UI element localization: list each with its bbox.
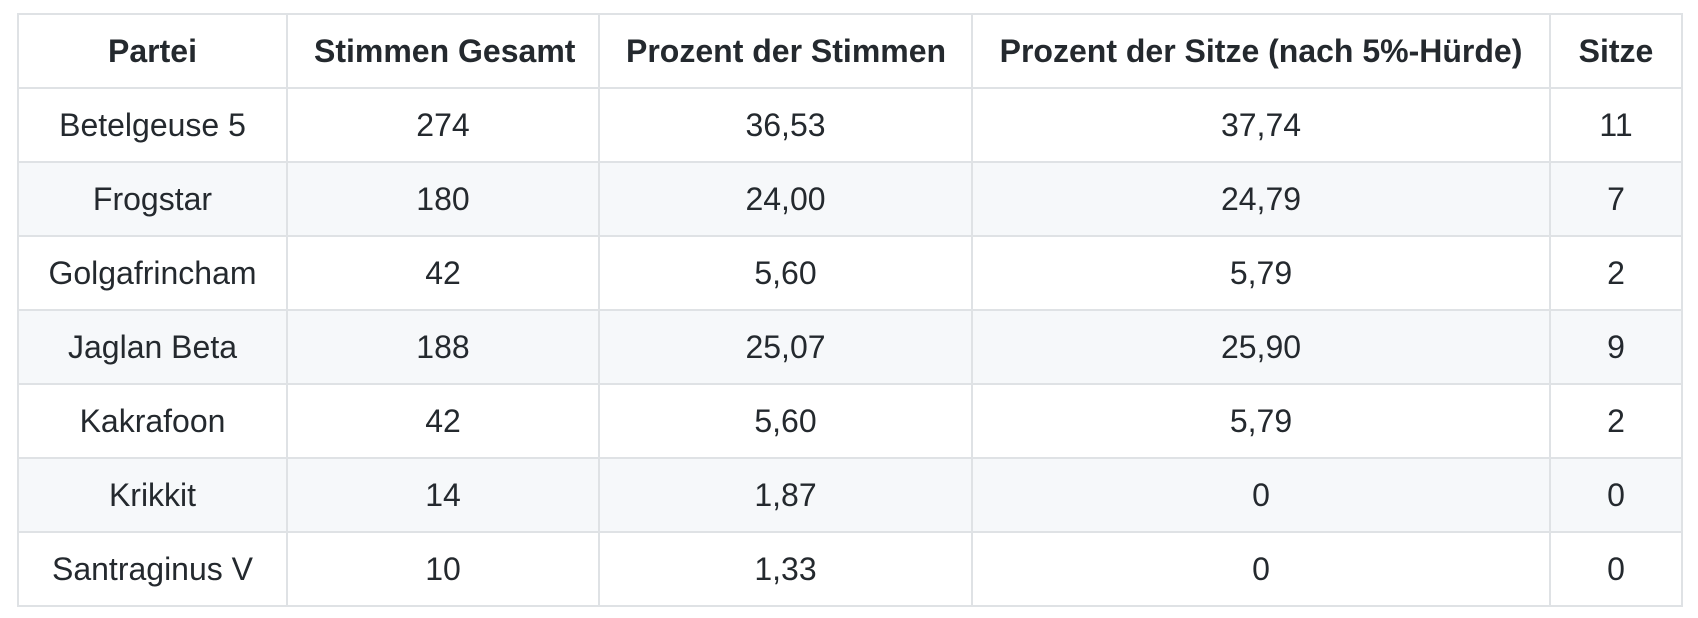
cell-partei: Golgafrincham	[17, 235, 288, 311]
cell-sitze: 9	[1549, 309, 1683, 385]
table-row: Santraginus V 10 1,33 0 0	[17, 531, 1683, 607]
cell-sitze: 0	[1549, 531, 1683, 607]
cell-stimmen-gesamt: 180	[286, 161, 600, 237]
table-row: Jaglan Beta 188 25,07 25,90 9	[17, 309, 1683, 385]
table-row: Frogstar 180 24,00 24,79 7	[17, 161, 1683, 237]
cell-stimmen-gesamt: 14	[286, 457, 600, 533]
header-row: Partei Stimmen Gesamt Prozent der Stimme…	[17, 13, 1683, 89]
election-results-table-container: Partei Stimmen Gesamt Prozent der Stimme…	[17, 13, 1683, 607]
cell-prozent-der-sitze: 24,79	[971, 161, 1551, 237]
cell-sitze: 2	[1549, 235, 1683, 311]
cell-prozent-der-sitze: 37,74	[971, 87, 1551, 163]
cell-prozent-der-stimmen: 24,00	[598, 161, 973, 237]
column-header-sitze: Sitze	[1549, 13, 1683, 89]
election-results-table: Partei Stimmen Gesamt Prozent der Stimme…	[17, 13, 1683, 607]
cell-stimmen-gesamt: 274	[286, 87, 600, 163]
cell-prozent-der-stimmen: 5,60	[598, 383, 973, 459]
column-header-partei: Partei	[17, 13, 288, 89]
cell-prozent-der-stimmen: 5,60	[598, 235, 973, 311]
cell-prozent-der-sitze: 25,90	[971, 309, 1551, 385]
column-header-prozent-der-sitze: Prozent der Sitze (nach 5%-Hürde)	[971, 13, 1551, 89]
column-header-prozent-der-stimmen: Prozent der Stimmen	[598, 13, 973, 89]
table-row: Krikkit 14 1,87 0 0	[17, 457, 1683, 533]
cell-sitze: 7	[1549, 161, 1683, 237]
cell-stimmen-gesamt: 42	[286, 383, 600, 459]
cell-prozent-der-sitze: 5,79	[971, 383, 1551, 459]
cell-sitze: 11	[1549, 87, 1683, 163]
cell-partei: Jaglan Beta	[17, 309, 288, 385]
table-row: Golgafrincham 42 5,60 5,79 2	[17, 235, 1683, 311]
cell-stimmen-gesamt: 10	[286, 531, 600, 607]
cell-partei: Kakrafoon	[17, 383, 288, 459]
cell-stimmen-gesamt: 42	[286, 235, 600, 311]
cell-prozent-der-stimmen: 25,07	[598, 309, 973, 385]
column-header-stimmen-gesamt: Stimmen Gesamt	[286, 13, 600, 89]
table-header: Partei Stimmen Gesamt Prozent der Stimme…	[17, 13, 1683, 89]
cell-partei: Santraginus V	[17, 531, 288, 607]
cell-prozent-der-stimmen: 1,33	[598, 531, 973, 607]
cell-partei: Betelgeuse 5	[17, 87, 288, 163]
cell-sitze: 2	[1549, 383, 1683, 459]
cell-prozent-der-stimmen: 1,87	[598, 457, 973, 533]
table-body: Betelgeuse 5 274 36,53 37,74 11 Frogstar…	[17, 87, 1683, 607]
cell-prozent-der-stimmen: 36,53	[598, 87, 973, 163]
cell-stimmen-gesamt: 188	[286, 309, 600, 385]
table-row: Betelgeuse 5 274 36,53 37,74 11	[17, 87, 1683, 163]
cell-partei: Krikkit	[17, 457, 288, 533]
cell-prozent-der-sitze: 5,79	[971, 235, 1551, 311]
cell-prozent-der-sitze: 0	[971, 457, 1551, 533]
cell-sitze: 0	[1549, 457, 1683, 533]
cell-partei: Frogstar	[17, 161, 288, 237]
cell-prozent-der-sitze: 0	[971, 531, 1551, 607]
table-row: Kakrafoon 42 5,60 5,79 2	[17, 383, 1683, 459]
